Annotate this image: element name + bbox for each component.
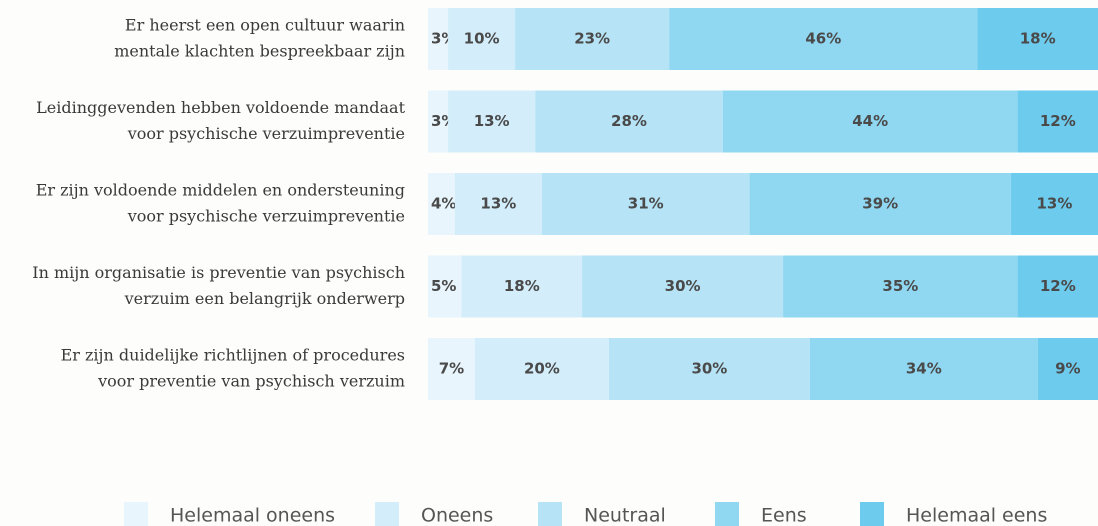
legend-label: Helemaal eens: [906, 505, 1047, 526]
category-label: Er zijn voldoende middelen en ondersteun…: [36, 181, 405, 200]
category-label: mentale klachten bespreekbaar zijn: [114, 42, 405, 61]
bar-segment: [428, 8, 449, 70]
bar-segment: [428, 90, 449, 153]
bar-segment: [461, 255, 583, 318]
value-label: 35%: [882, 277, 918, 295]
value-label: 30%: [665, 277, 701, 295]
bar-segment: [1017, 90, 1098, 153]
value-label: 7%: [439, 360, 464, 378]
value-label: 4%: [431, 195, 456, 213]
value-label: 12%: [1040, 277, 1076, 295]
bar-segment: [448, 90, 536, 153]
bar-segment: [582, 255, 784, 318]
bar-segment: [809, 338, 1038, 400]
bar-segment: [448, 8, 516, 70]
category-label: voor preventie van psychisch verzuim: [97, 372, 405, 391]
value-label: 9%: [1055, 360, 1080, 378]
legend-label: Oneens: [421, 505, 493, 526]
value-label: 12%: [1040, 112, 1076, 130]
value-label: 13%: [480, 195, 516, 213]
category-label: Er zijn duidelijke richtlijnen of proced…: [61, 346, 405, 365]
bar-segment: [669, 8, 978, 70]
value-label: 18%: [504, 277, 540, 295]
legend-swatch: [124, 502, 148, 526]
value-label: 34%: [906, 360, 942, 378]
bar-segment: [1010, 173, 1098, 235]
category-label: Er heerst een open cultuur waarin: [125, 16, 405, 35]
bar-segment: [428, 173, 455, 235]
bar-segment: [454, 173, 542, 235]
value-label: 13%: [474, 112, 510, 130]
bar-segment: [541, 173, 750, 235]
value-label: 44%: [852, 112, 888, 130]
value-label: 18%: [1020, 30, 1056, 48]
bar-segment: [722, 90, 1018, 153]
bar-segment: [977, 8, 1098, 70]
bar-segment: [1017, 255, 1098, 318]
value-label: 5%: [431, 277, 456, 295]
value-label: 46%: [805, 30, 841, 48]
value-label: 10%: [464, 30, 500, 48]
value-label: 30%: [691, 360, 727, 378]
category-label: In mijn organisatie is preventie van psy…: [32, 263, 405, 282]
bar-segment: [474, 338, 609, 400]
value-label: 28%: [611, 112, 647, 130]
value-label: 13%: [1036, 195, 1072, 213]
bar-segment: [515, 8, 670, 70]
category-label: Leidinggevenden hebben voldoende mandaat: [36, 98, 405, 117]
bar-segment: [1037, 338, 1098, 400]
legend-swatch: [375, 502, 399, 526]
bar-segment: [783, 255, 1018, 318]
legend-label: Helemaal oneens: [170, 505, 335, 526]
category-label: voor psychische verzuimpreventie: [127, 207, 405, 226]
bar-segment: [428, 255, 462, 318]
bar-segment: [428, 338, 475, 400]
category-label: verzuim een belangrijk onderwerp: [124, 289, 405, 308]
legend-label: Eens: [761, 505, 807, 526]
category-label: voor psychische verzuimpreventie: [127, 124, 405, 143]
bar-segment: [608, 338, 810, 400]
value-label: 31%: [628, 195, 664, 213]
legend-swatch: [715, 502, 739, 526]
legend-swatch: [538, 502, 562, 526]
legend-swatch: [860, 502, 884, 526]
value-label: 20%: [524, 360, 560, 378]
value-label: 23%: [574, 30, 610, 48]
bar-segment: [749, 173, 1011, 235]
bar-segment: [535, 90, 723, 153]
legend-label: Neutraal: [584, 505, 666, 526]
value-label: 39%: [862, 195, 898, 213]
